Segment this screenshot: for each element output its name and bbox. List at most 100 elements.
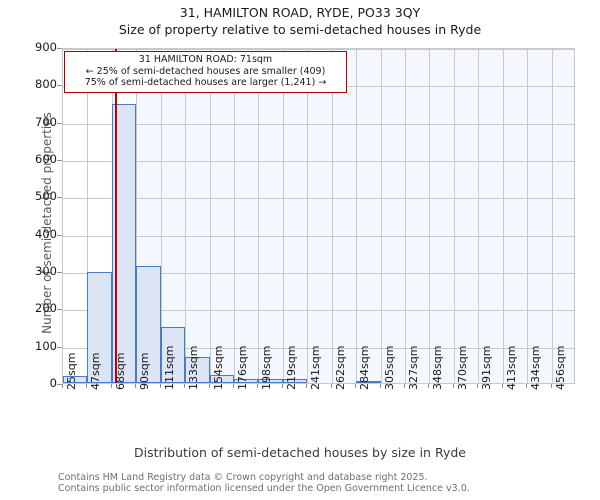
gridline-horizontal xyxy=(63,347,574,349)
x-tick-mark xyxy=(306,384,308,388)
y-tick-mark xyxy=(57,234,62,236)
x-tick-mark xyxy=(428,384,430,388)
gridline-horizontal xyxy=(63,161,574,162)
gridline-horizontal xyxy=(63,123,574,125)
x-tick-mark xyxy=(526,384,528,388)
gridline-vertical xyxy=(282,49,284,383)
bar xyxy=(87,271,112,383)
gridline-vertical xyxy=(502,49,504,383)
bar xyxy=(258,378,283,383)
y-tick-label: 800 xyxy=(35,77,57,92)
x-tick-mark xyxy=(184,384,186,388)
x-tick-label: 47sqm xyxy=(89,352,103,390)
footer-line-1: Contains HM Land Registry data © Crown c… xyxy=(58,472,428,483)
gridline-vertical xyxy=(209,49,211,383)
y-tick-label: 700 xyxy=(35,114,57,129)
x-tick-label: 348sqm xyxy=(431,345,445,390)
x-tick-label: 68sqm xyxy=(113,352,127,390)
x-tick-label: 284sqm xyxy=(358,345,372,390)
y-tick-label: 400 xyxy=(35,226,57,241)
gridline-vertical xyxy=(331,49,333,383)
gridline-vertical xyxy=(551,49,553,383)
y-tick-mark xyxy=(57,160,62,161)
x-tick-label: 133sqm xyxy=(187,345,201,390)
x-tick-mark xyxy=(501,384,503,388)
gridline-vertical xyxy=(234,49,235,383)
x-tick-label: 241sqm xyxy=(309,345,323,390)
x-tick-mark xyxy=(330,384,332,388)
y-tick-label: 100 xyxy=(35,338,57,353)
bar xyxy=(136,266,161,383)
y-tick-mark xyxy=(57,272,62,273)
gridline-vertical xyxy=(160,49,162,383)
gridline-vertical xyxy=(478,49,480,383)
footer-attribution: Contains HM Land Registry data © Crown c… xyxy=(58,472,470,494)
gridline-vertical xyxy=(87,49,89,383)
x-tick-label: 327sqm xyxy=(407,345,420,390)
y-tick-label: 900 xyxy=(35,40,57,54)
annotation-line-1: 31 HAMILTON ROAD: 71sqm xyxy=(138,54,273,65)
annotation-callout: 31 HAMILTON ROAD: 71sqm ← 25% of semi-de… xyxy=(64,51,347,93)
x-tick-label: 90sqm xyxy=(138,352,152,390)
gridline-vertical xyxy=(136,49,138,383)
gridline-vertical xyxy=(527,49,529,383)
y-tick-mark xyxy=(57,384,62,385)
x-tick-mark xyxy=(62,384,63,388)
y-tick-label: 300 xyxy=(35,264,57,278)
y-tick-mark xyxy=(57,346,62,348)
gridline-vertical xyxy=(258,49,260,383)
x-tick-mark xyxy=(257,384,259,388)
x-tick-mark xyxy=(208,384,210,388)
x-tick-mark xyxy=(452,384,454,388)
gridline-vertical xyxy=(380,49,382,383)
chart-title-block: 31, HAMILTON ROAD, RYDE, PO33 3QY Size o… xyxy=(0,4,600,38)
gridline-vertical xyxy=(307,49,309,383)
plot-area xyxy=(62,48,575,384)
page-title: 31, HAMILTON ROAD, RYDE, PO33 3QY xyxy=(179,5,421,20)
gridline-horizontal xyxy=(63,198,574,200)
x-tick-mark xyxy=(404,384,405,388)
x-tick-mark xyxy=(379,384,381,388)
x-tick-mark xyxy=(477,384,479,388)
y-tick-label: 500 xyxy=(35,189,57,204)
y-tick-mark xyxy=(57,197,62,199)
bar xyxy=(160,327,186,383)
x-tick-label: 198sqm xyxy=(260,345,274,390)
annotation-line-3: 75% of semi-detached houses are larger (… xyxy=(84,77,327,88)
gridline-horizontal xyxy=(63,273,574,274)
x-tick-label: 391sqm xyxy=(480,345,494,390)
chart-subtitle: Size of property relative to semi-detach… xyxy=(118,22,482,37)
x-tick-label: 176sqm xyxy=(236,345,249,390)
y-tick-mark xyxy=(57,122,62,124)
gridline-horizontal xyxy=(63,235,574,237)
x-tick-mark xyxy=(135,384,137,388)
x-tick-label: 262sqm xyxy=(333,345,347,390)
x-tick-label: 111sqm xyxy=(162,345,176,390)
bar xyxy=(63,375,88,383)
property-marker-line xyxy=(115,49,118,383)
gridline-vertical xyxy=(405,49,406,383)
gridline-vertical xyxy=(356,49,358,383)
annotation-line-2: ← 25% of semi-detached houses are smalle… xyxy=(85,65,326,77)
y-tick-label: 200 xyxy=(35,301,57,316)
bar xyxy=(356,381,381,383)
x-tick-mark xyxy=(355,384,357,388)
x-axis-label: Distribution of semi-detached houses by … xyxy=(134,445,466,460)
gridline-vertical xyxy=(429,49,431,383)
x-tick-label: 154sqm xyxy=(211,345,225,390)
x-tick-label: 370sqm xyxy=(455,345,469,390)
x-tick-mark xyxy=(281,384,283,388)
gridline-vertical xyxy=(453,49,455,383)
y-tick-label: 600 xyxy=(35,152,57,166)
gridline-vertical xyxy=(185,49,187,383)
x-tick-mark xyxy=(159,384,161,388)
footer-line-2: Contains public sector information licen… xyxy=(58,483,470,494)
x-tick-label: 434sqm xyxy=(529,345,543,390)
bar xyxy=(282,379,308,383)
gridline-horizontal xyxy=(63,310,574,312)
y-axis-ticks: 0 100 200 300 400 500 600 700 800 900 xyxy=(0,0,62,500)
x-tick-label: 413sqm xyxy=(504,345,518,390)
x-tick-mark xyxy=(86,384,88,388)
